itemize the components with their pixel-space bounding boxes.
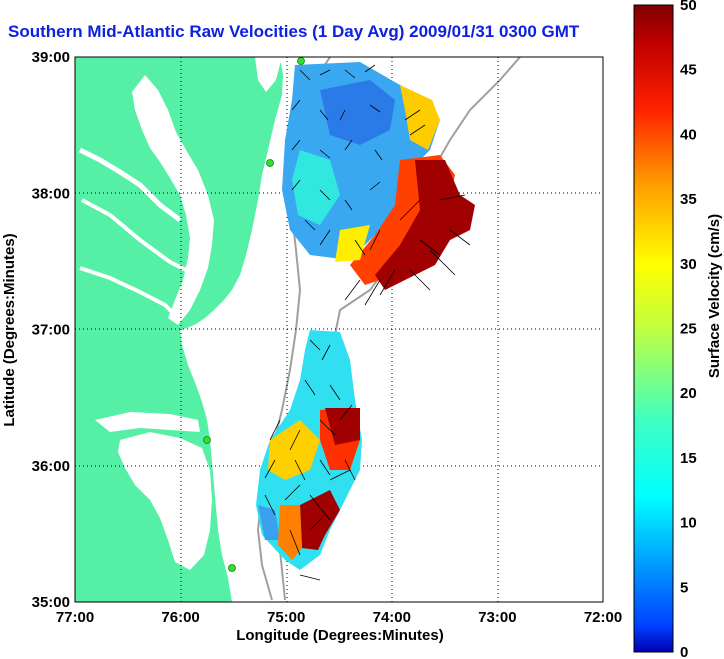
potomac-river (78, 147, 182, 222)
colorbar-tick-label: 35 (680, 191, 697, 208)
radar-station-marker (266, 159, 274, 167)
albemarle-sound (95, 412, 200, 432)
colorbar-tick-label: 0 (680, 644, 688, 659)
radar-station-marker (297, 57, 305, 65)
x-tick-label: 77:00 (56, 609, 94, 626)
delaware-bay (255, 57, 282, 92)
colorbar-tick-label: 25 (680, 321, 697, 338)
york-james-river (79, 266, 182, 322)
x-axis-label: Longitude (Degrees:Minutes) (236, 627, 444, 644)
colorbar-tick-label: 15 (680, 450, 697, 467)
colorbar-tick-label: 40 (680, 126, 697, 143)
colorbar-tick-label: 45 (680, 62, 697, 79)
colorbar-label: Surface Velocity (cm/s) (706, 214, 723, 378)
map-title: Southern Mid-Atlantic Raw Velocities (1 … (8, 22, 580, 41)
colorbar-tick-label: 10 (680, 515, 697, 532)
velocity-vectors (264, 64, 471, 581)
colorbar-tick-label: 5 (680, 579, 688, 596)
velocity-field-south (256, 330, 362, 570)
colorbar-tick-label: 50 (680, 0, 697, 14)
x-tick-label: 72:00 (584, 609, 622, 626)
y-tick-label: 39:00 (32, 49, 70, 66)
x-tick-label: 74:00 (373, 609, 411, 626)
map-plot-area (74, 56, 604, 603)
colorbar-gradient (633, 4, 674, 653)
colorbar-tick-label: 20 (680, 385, 697, 402)
y-axis-label: Latitude (Degrees:Minutes) (1, 233, 18, 426)
radar-station-marker (228, 564, 236, 572)
chesapeake-bay (132, 75, 214, 325)
velocity-field-north (282, 62, 475, 290)
x-tick-label: 75:00 (267, 609, 305, 626)
radar-station-marker (203, 436, 211, 444)
colorbar-tick-label: 30 (680, 256, 697, 273)
rappahannock-river (81, 198, 191, 274)
y-tick-label: 35:00 (32, 594, 70, 611)
radar-stations (203, 57, 305, 572)
y-tick-label: 38:00 (32, 185, 70, 202)
x-tick-label: 76:00 (161, 609, 199, 626)
y-axis-ticks: 39:00 38:00 37:00 36:00 35:00 (32, 49, 70, 611)
pamlico-sound (118, 432, 212, 570)
map-grid (75, 57, 603, 602)
x-axis-ticks: 77:00 76:00 75:00 74:00 73:00 72:00 (56, 609, 622, 626)
y-tick-label: 37:00 (32, 322, 70, 339)
x-tick-label: 73:00 (478, 609, 516, 626)
y-tick-label: 36:00 (32, 458, 70, 475)
